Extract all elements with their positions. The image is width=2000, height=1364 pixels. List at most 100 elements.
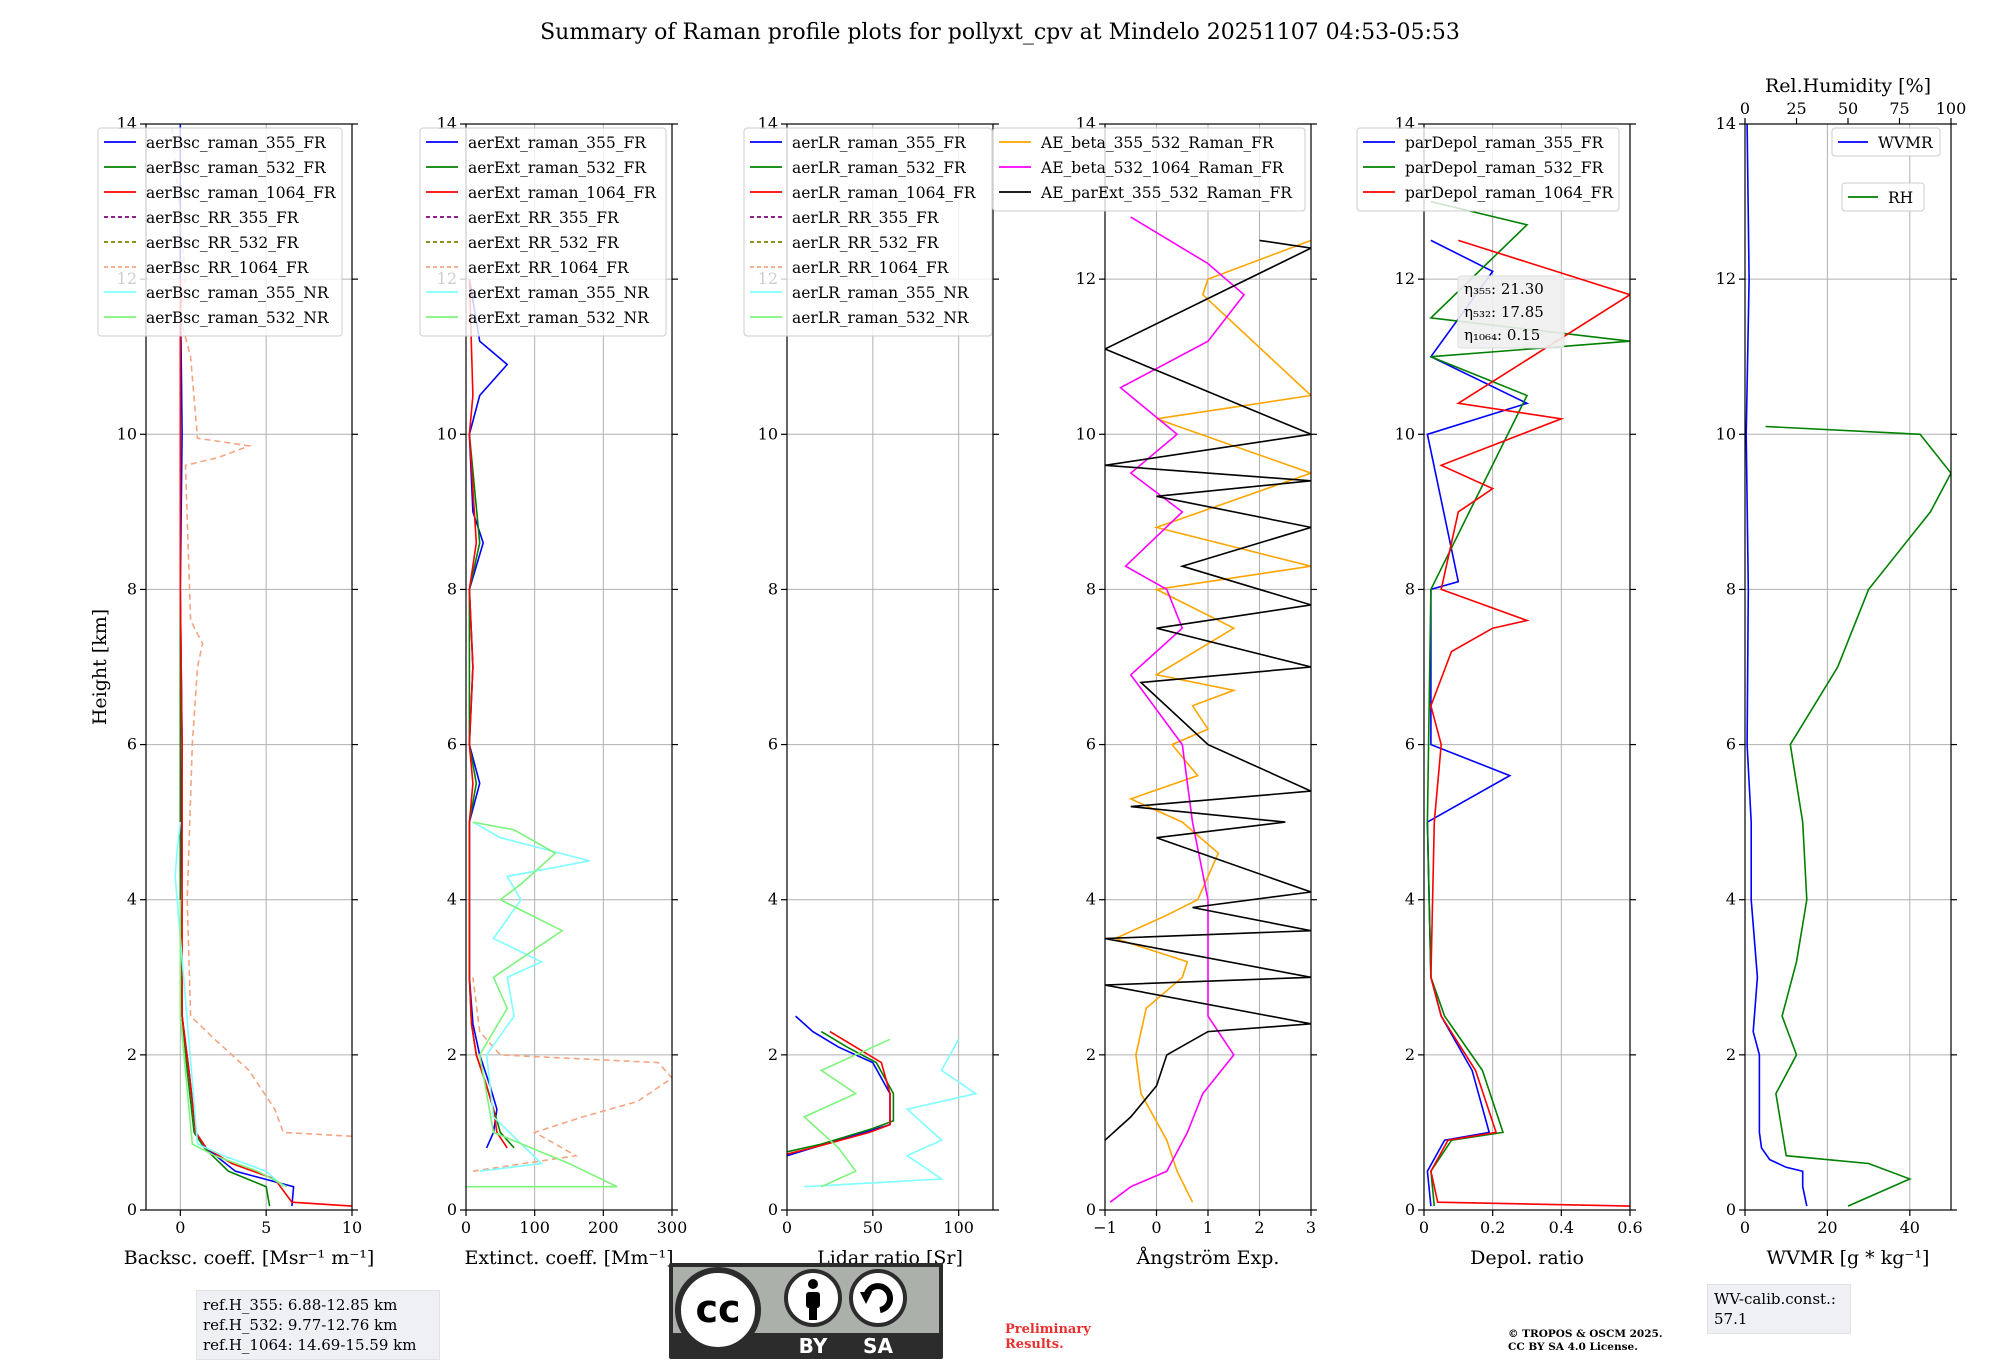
x-tick-label: 200 [588,1218,619,1237]
x-tick-label: 1 [1203,1218,1213,1237]
legend: parDepol_raman_355_FR parDepol_raman_532_… [1356,127,1620,212]
x-axis-label: Backsc. coeff. [Msr⁻¹ m⁻¹] [124,1247,375,1269]
x-tick-label: 0 [782,1218,792,1237]
y-tick-label: 0 [447,1200,457,1219]
legend-label: aerExt_raman_355_FR [468,134,647,152]
legend-label: AE_beta_355_532_Raman_FR [1040,134,1275,152]
y-tick-label: 6 [1726,735,1736,754]
series-line-aerBsc_raman_355_NR [174,822,284,1188]
y-tick-label: 2 [1726,1045,1736,1064]
cc-by-text: BY [799,1334,828,1358]
legend-label: WVMR [1878,134,1934,152]
series-line-aerExt_raman_1064_FR [468,279,508,1149]
top-tick-label: 75 [1889,99,1909,118]
series-line-aerLR_raman_532_FR [787,1030,895,1153]
y-axis-label: Height [km] [89,609,111,725]
x-tick-label: 300 [657,1218,688,1237]
legend-label: aerExt_RR_355_FR [468,209,620,227]
cc-text: cc [695,1287,740,1331]
legend-label: aerExt_raman_355_NR [468,284,650,302]
copyright-line-2: CC BY SA 4.0 License. [1508,1341,1638,1353]
y-tick-label: 10 [758,424,778,443]
y-tick-label: 6 [447,735,457,754]
legend-label: RH [1888,189,1913,207]
legend-label: aerExt_raman_1064_FR [468,184,657,202]
top-tick-label: 25 [1786,99,1806,118]
x-tick-label: 5 [261,1218,271,1237]
series-line-parDepol_raman_1064_FR [1430,239,1630,1207]
x-axis-label: Ångström Exp. [1136,1247,1280,1269]
y-tick-label: 10 [1716,424,1736,443]
series-line-aerBsc_raman_532_NR [179,899,288,1188]
y-tick-label: 8 [1405,579,1415,598]
x-tick-label: 0.2 [1480,1218,1505,1237]
y-tick-label: 8 [1726,579,1736,598]
y-tick-label: 4 [1086,890,1096,909]
ref-height-532: ref.H_532: 9.77-12.76 km [203,1316,398,1334]
y-tick-label: 0 [1405,1200,1415,1219]
legend-label: aerBsc_raman_1064_FR [146,184,337,202]
legend-box [1831,127,1941,157]
legend-box [1356,127,1620,212]
x-tick-label: 0 [175,1218,185,1237]
y-tick-label: 4 [127,890,137,909]
y-tick-label: 0 [127,1200,137,1219]
y-tick-label: 10 [117,424,137,443]
legend-label: AE_beta_532_1064_Raman_FR [1040,159,1285,177]
x-tick-label: 0 [1419,1218,1429,1237]
legend-label: aerBsc_raman_532_FR [146,159,327,177]
preliminary-line-1: Preliminary [1005,1322,1091,1337]
legend-label: aerExt_raman_532_FR [468,159,647,177]
y-tick-label: 2 [447,1045,457,1064]
series-line-aerBsc_raman_1064_FR [179,279,352,1207]
series-group [1105,216,1311,1203]
y-tick-label: 4 [447,890,457,909]
legend-label: aerBsc_RR_355_FR [146,209,300,227]
series-line-parDepol_raman_532_FR [1426,200,1630,1207]
cc-by-sa-logo: cc BY SA [668,1262,944,1364]
y-tick-label: 2 [1086,1045,1096,1064]
legend-label: aerLR_RR_355_FR [792,209,940,227]
copyright-notice: © TROPOS & OSCM 2025. CC BY SA 4.0 Licen… [1508,1328,1663,1354]
x-tick-label: 3 [1306,1218,1316,1237]
figure-title: Summary of Raman profile plots for polly… [540,20,1460,45]
y-tick-label: 4 [1405,890,1415,909]
y-tick-label: 2 [768,1045,778,1064]
eta-box-bg [1457,275,1565,349]
series-line-AE_beta_532_1064_Raman_FR [1109,216,1246,1203]
axes-frame [1423,123,1631,1211]
y-tick-label: 8 [447,579,457,598]
series-group [1426,200,1630,1207]
series-line-aerExt_raman_532_NR [466,821,618,1188]
x-tick-label: 0.4 [1549,1218,1574,1237]
series-line-WVMR [1745,124,1808,1207]
legend-label: aerLR_raman_532_NR [792,309,970,327]
legend-label: aerLR_raman_355_FR [792,134,967,152]
x-tick-label: 0 [1151,1218,1161,1237]
x-tick-label: 50 [863,1218,883,1237]
y-tick-label: 8 [127,579,137,598]
legend-label: parDepol_raman_1064_FR [1405,184,1614,202]
axes-frame [786,123,994,1211]
series-group [171,124,352,1207]
y-tick-label: 6 [1405,735,1415,754]
y-tick-label: 8 [768,579,778,598]
y-tick-label: 12 [1395,269,1415,288]
wv-calibration-text: WV-calib.const.: 57.1 [1714,1290,1836,1328]
series-line-AE_parExt_355_532_Raman_FR [1105,239,1311,1141]
panel-lidar_ratio: 02468101214050100Lidar ratio [Sr]aerLR_r… [743,114,999,1269]
y-tick-label: 12 [1076,269,1096,288]
legend-label: aerLR_RR_1064_FR [792,259,950,277]
x-tick-label: 10 [342,1218,362,1237]
y-tick-label: 14 [1716,114,1736,133]
eta-box: η₃₅₅: 21.30 η₅₃₂: 17.85 η₁₀₆₄: 0.15 [1457,275,1565,349]
series-line-RH [1765,425,1951,1207]
legend-label: aerExt_RR_532_FR [468,234,620,252]
legend: aerBsc_raman_355_FR aerBsc_raman_532_FRae… [97,127,343,337]
y-tick-label: 6 [1086,735,1096,754]
series-line-aerExt_raman_355_FR [468,278,509,1149]
y-tick-label: 6 [127,735,137,754]
